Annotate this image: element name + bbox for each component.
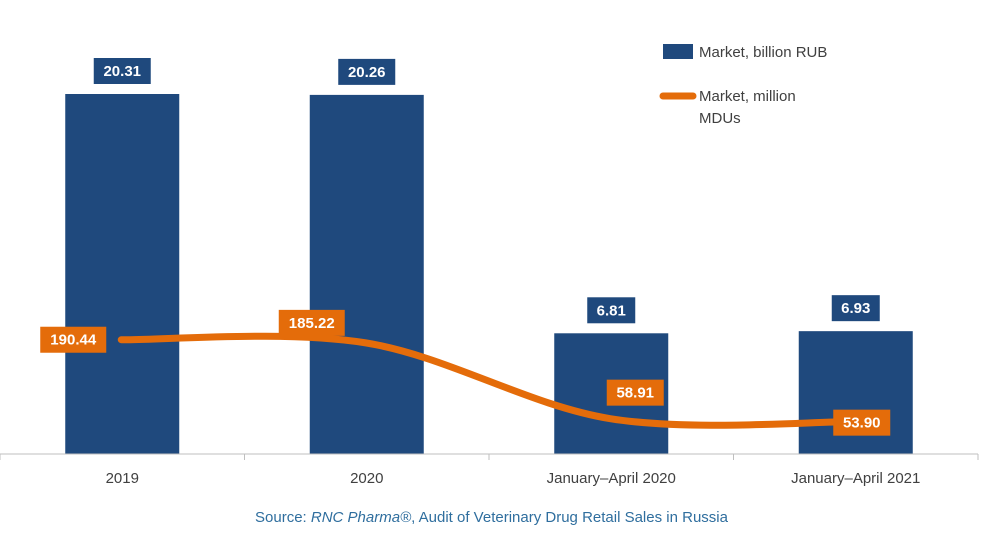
bar-data-label-box — [93, 58, 151, 84]
bar-data-label-box — [831, 295, 880, 322]
bar-data-label-box — [587, 297, 636, 324]
legend-swatch-bar — [663, 44, 693, 59]
bar-data-label: 6.93 — [841, 300, 870, 317]
bar-1 — [65, 94, 180, 454]
bar-data-label: 20.31 — [103, 63, 141, 80]
source-suffix: , Audit of Veterinary Drug Retail Sales … — [411, 509, 728, 526]
series-line-mdus — [117, 332, 859, 429]
bar-data-label-box — [338, 58, 396, 85]
source-note: Source: RNC Pharma®, Audit of Veterinary… — [0, 509, 983, 526]
line-data-label-box — [40, 326, 107, 353]
source-italic: RNC Pharma® — [310, 509, 412, 526]
x-tick-label: January–April 2021 — [791, 470, 920, 487]
x-tick-label: 2020 — [350, 470, 383, 487]
line-data-label: 58.91 — [616, 385, 654, 402]
line-data-label: 53.90 — [843, 415, 881, 432]
bar-2 — [309, 94, 424, 454]
line-data-label-box — [278, 309, 345, 336]
bar-data-label: 20.26 — [348, 64, 386, 81]
bar-data-label: 6.81 — [597, 302, 626, 319]
line-data-label: 185.22 — [289, 315, 335, 332]
source-prefix: Source: — [255, 509, 311, 526]
line-data-label-box — [833, 409, 891, 436]
line-data-label-box — [606, 379, 664, 406]
line-data-label: 190.44 — [50, 332, 97, 349]
legend-label-line: Market, million MDUs — [699, 88, 796, 127]
legend-label-bar: Market, billion RUB — [699, 44, 827, 61]
x-tick-label: January–April 2020 — [547, 470, 676, 487]
x-tick-label: 2019 — [106, 470, 139, 487]
